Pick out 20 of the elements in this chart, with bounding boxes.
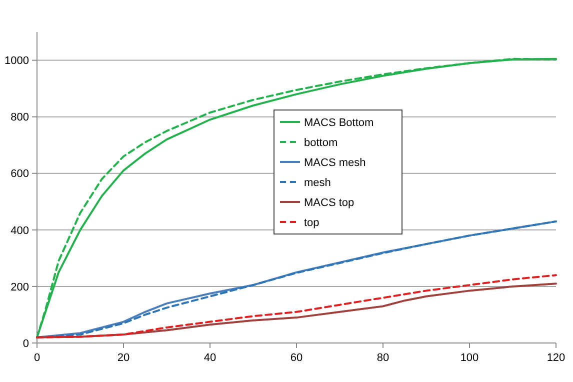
x-tick-label: 80 (376, 352, 390, 364)
legend-label: MACS Bottom (304, 116, 374, 129)
x-tick-label: 60 (290, 352, 303, 364)
y-tick-label: 200 (10, 281, 29, 294)
x-tick-label: 0 (34, 352, 40, 364)
y-tick-label: 600 (10, 168, 29, 180)
y-tick-label: 0 (22, 338, 29, 350)
y-tick-label: 400 (10, 224, 29, 237)
x-tick-label: 120 (546, 352, 566, 364)
legend-label: bottom (304, 136, 338, 149)
x-tick-label: 100 (460, 352, 479, 364)
legend-label: top (304, 216, 320, 229)
legend-label: MACS mesh (304, 156, 366, 169)
y-tick-label: 1000 (4, 55, 29, 68)
line-series (36, 220, 557, 338)
x-tick-label: 40 (204, 352, 216, 364)
y-tick-label: 800 (10, 112, 29, 124)
legend-label: MACS top (304, 196, 354, 209)
legend-label: mesh (304, 176, 331, 189)
x-tick-label: 20 (117, 352, 130, 364)
